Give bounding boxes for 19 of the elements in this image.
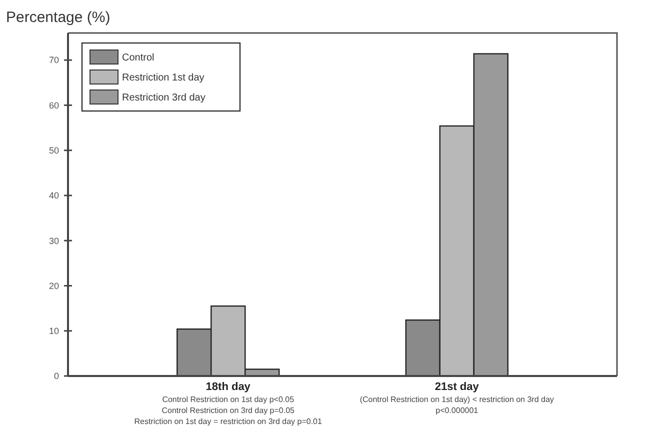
y-tick-label: 20	[48, 280, 59, 291]
y-tick-label: 40	[48, 190, 59, 201]
y-tick-label: 10	[48, 326, 59, 336]
y-axis-title: Percentage (%)	[6, 9, 110, 26]
legend-label: Restriction 3rd day	[122, 92, 206, 104]
y-tick-label: 60	[48, 100, 59, 110]
legend-label: Control	[122, 52, 154, 64]
text: p<0.000001	[436, 406, 479, 415]
x-tick-label: 18th day	[206, 381, 252, 393]
y-tick-label: 0	[54, 371, 59, 382]
x-tick-label: 21st day	[434, 381, 480, 393]
text: Restriction on 1st day = restriction on 3rd day p=0.01	[134, 417, 322, 426]
y-tick-label: 70	[48, 55, 59, 66]
legend-label: Restriction 1st day	[122, 72, 204, 84]
y-tick-label: 50	[48, 145, 59, 156]
y-tick-label: 30	[48, 236, 59, 246]
text: Control Restriction on 3rd day p=0.05	[162, 406, 296, 415]
text: (Control Restriction on 1st day) < restriction on 3rd day	[360, 395, 554, 404]
text: Control Restriction on 1st day p<0.05	[162, 395, 295, 404]
